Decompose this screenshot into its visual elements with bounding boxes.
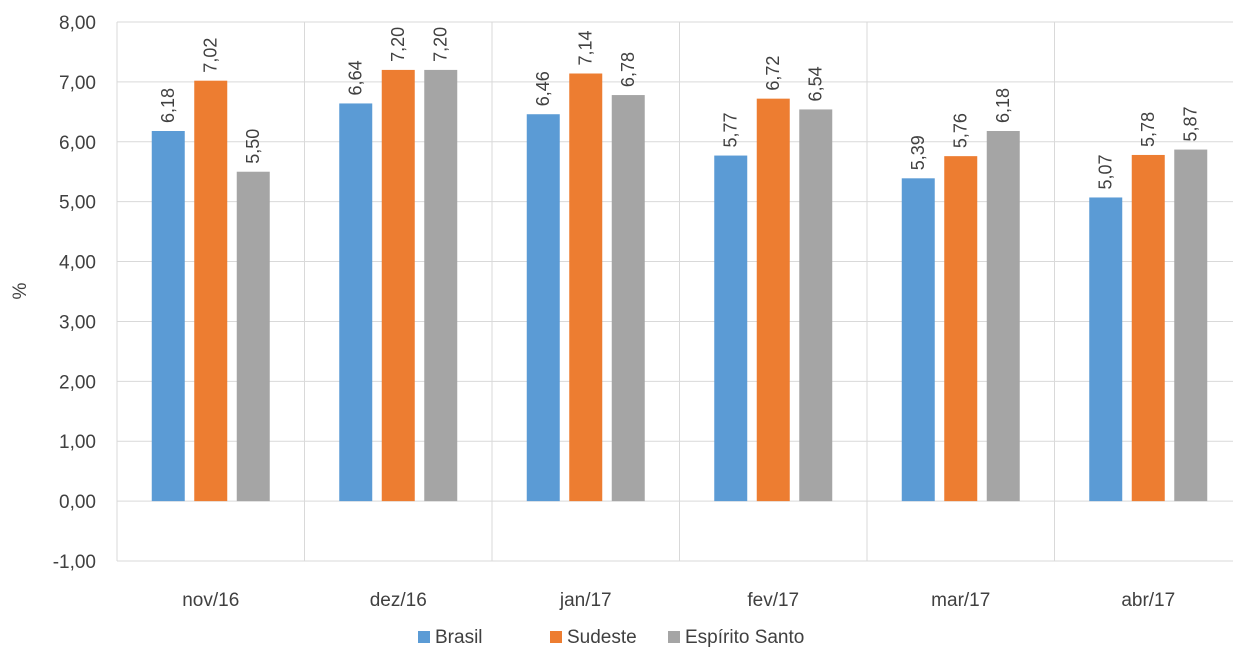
data-label: 5,76 [951, 113, 971, 148]
data-label: 7,20 [431, 27, 451, 62]
legend-label: Brasil [435, 627, 483, 648]
data-label: 6,54 [806, 66, 826, 101]
data-labels: 6,18 7,02 5,50 6,64 7,20 7,20 6,46 7,14 6,78 5,77… [158, 27, 1201, 190]
bar-espírito-santo [424, 69, 458, 502]
y-axis-ticks: -1,00 0,00 1,00 2,00 3,00 4,00 5,00 6,00 7,00 8,0… [53, 13, 96, 573]
bar-brasil [339, 103, 373, 502]
legend-swatch [668, 631, 680, 643]
x-tick-label: fev/17 [747, 590, 799, 611]
bars [151, 69, 1208, 502]
data-label: 6,72 [763, 56, 783, 91]
y-axis-label: % [10, 282, 31, 299]
data-label: 6,46 [533, 71, 553, 106]
y-tick-label: 6,00 [59, 133, 96, 154]
bar-espírito-santo [1174, 149, 1208, 502]
data-label: 7,20 [388, 27, 408, 62]
x-tick-label: nov/16 [182, 590, 239, 611]
y-tick-label: 1,00 [59, 432, 96, 453]
legend-swatch [550, 631, 562, 643]
data-label: 7,14 [576, 30, 596, 65]
y-tick-label: 4,00 [59, 253, 96, 274]
bar-sudeste [194, 80, 228, 502]
x-axis-ticks: nov/16 dez/16 jan/17 fev/17 mar/17 abr/17 [182, 590, 1175, 611]
y-tick-label: 0,00 [59, 492, 96, 513]
legend-swatch [418, 631, 430, 643]
bar-espírito-santo [986, 130, 1020, 502]
bar-brasil [1089, 197, 1123, 502]
bar-espírito-santo [799, 109, 833, 502]
y-tick-label: 8,00 [59, 13, 96, 34]
legend-label: Espírito Santo [685, 627, 804, 648]
y-tick-label: 2,00 [59, 372, 96, 393]
bar-sudeste [569, 73, 603, 502]
data-label: 6,64 [346, 60, 366, 95]
data-label: 5,77 [721, 113, 741, 148]
bar-espírito-santo [611, 95, 645, 502]
y-tick-label: 5,00 [59, 193, 96, 214]
bar-sudeste [944, 156, 978, 502]
data-label: 5,78 [1138, 112, 1158, 147]
bar-sudeste [381, 69, 415, 502]
data-label: 5,07 [1096, 154, 1116, 189]
data-label: 6,18 [158, 88, 178, 123]
y-tick-label: -1,00 [53, 552, 96, 573]
data-label: 6,18 [993, 88, 1013, 123]
y-tick-label: 7,00 [59, 73, 96, 94]
legend-label: Sudeste [567, 627, 637, 648]
bar-espírito-santo [236, 171, 270, 502]
gridlines [116, 21, 1233, 562]
x-tick-label: abr/17 [1121, 590, 1175, 611]
data-label: 5,50 [243, 129, 263, 164]
x-tick-label: dez/16 [370, 590, 427, 611]
y-tick-label: 3,00 [59, 312, 96, 333]
data-label: 7,02 [201, 38, 221, 73]
data-label: 6,78 [618, 52, 638, 87]
data-label: 5,39 [908, 135, 928, 170]
bar-brasil [714, 155, 748, 502]
bar-brasil [901, 178, 935, 502]
x-tick-label: mar/17 [931, 590, 990, 611]
x-tick-label: jan/17 [559, 590, 612, 611]
bar-sudeste [1131, 154, 1165, 502]
bar-sudeste [756, 98, 790, 502]
bar-brasil [526, 114, 560, 502]
bar-brasil [151, 130, 185, 502]
data-label: 5,87 [1181, 107, 1201, 142]
legend: Brasil Sudeste Espírito Santo [418, 627, 804, 648]
